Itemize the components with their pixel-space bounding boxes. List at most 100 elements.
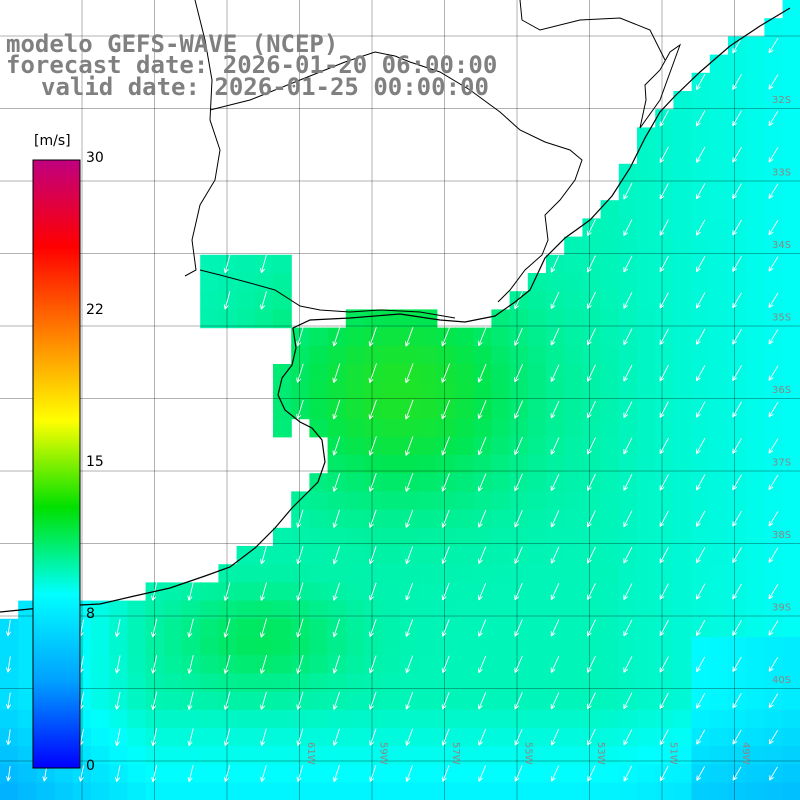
- wind-speed-cell: [728, 527, 747, 547]
- wind-speed-cell: [345, 655, 365, 674]
- wind-speed-cell: [637, 382, 656, 401]
- latitude-label: 33S: [772, 168, 791, 179]
- wind-speed-cell: [145, 782, 165, 800]
- wind-speed-cell: [764, 491, 784, 511]
- wind-vector: [6, 729, 12, 746]
- wind-vector: [477, 509, 487, 528]
- wind-speed-cell: [509, 418, 529, 438]
- wind-vector: [550, 291, 560, 310]
- wind-vector: [260, 765, 267, 783]
- wind-speed-cell: [746, 91, 765, 110]
- wind-speed-cell: [491, 582, 511, 602]
- wind-vector: [441, 765, 450, 782]
- wind-vector: [514, 291, 523, 310]
- wind-speed-cell: [709, 782, 729, 800]
- wind-speed-cell: [564, 546, 583, 565]
- wind-speed-cell: [418, 527, 438, 547]
- wind-speed-cell: [637, 400, 656, 420]
- wind-speed-cell: [709, 709, 729, 729]
- wind-speed-cell: [600, 345, 620, 365]
- wind-speed-cell: [254, 782, 274, 800]
- wind-speed-cell: [418, 491, 438, 511]
- wind-vector: [732, 401, 742, 418]
- wind-speed-cell: [728, 236, 747, 256]
- wind-speed-cell: [618, 564, 638, 583]
- wind-vector: [441, 327, 451, 347]
- wind-speed-cell: [600, 728, 620, 747]
- wind-speed-cell: [218, 273, 238, 292]
- wind-speed-cell: [600, 218, 620, 238]
- wind-speed-cell: [618, 455, 638, 474]
- wind-vector: [260, 728, 267, 746]
- wind-speed-cell: [637, 582, 656, 602]
- wind-speed-cell: [109, 709, 128, 729]
- wind-speed-cell: [364, 455, 383, 474]
- wind-speed-cell: [182, 709, 201, 729]
- wind-speed-cell: [382, 364, 401, 383]
- wind-speed-cell: [473, 746, 492, 765]
- wind-speed-cell: [564, 364, 583, 383]
- wind-speed-cell: [564, 473, 583, 492]
- wind-speed-cell: [364, 600, 383, 620]
- wind-speed-cell: [655, 200, 674, 219]
- wind-speed-cell: [127, 673, 147, 693]
- wind-vector: [478, 728, 487, 746]
- wind-speed-cell: [709, 582, 729, 602]
- wind-speed-cell: [746, 291, 765, 310]
- longitude-label: 53W: [595, 742, 606, 765]
- wind-speed-cell: [163, 709, 183, 729]
- wind-speed-cell: [455, 473, 474, 492]
- wind-speed-cell: [418, 618, 438, 638]
- wind-speed-cell: [691, 455, 711, 474]
- wind-speed-cell: [18, 637, 37, 656]
- wind-speed-cell: [600, 637, 620, 656]
- wind-vector: [768, 547, 779, 563]
- wind-speed-cell: [728, 345, 747, 365]
- wind-speed-cell: [455, 491, 474, 511]
- wind-speed-cell: [455, 509, 474, 529]
- wind-speed-cell: [327, 491, 347, 511]
- wind-speed-cell: [509, 309, 529, 329]
- colorbar-gradient: [32, 159, 81, 769]
- wind-speed-cell: [564, 655, 583, 674]
- wind-speed-cell: [746, 473, 765, 492]
- wind-vector: [369, 655, 377, 674]
- wind-vector: [695, 619, 706, 637]
- wind-speed-cell: [91, 600, 110, 620]
- wind-speed-cell: [764, 709, 784, 729]
- longitude-label: 61W: [305, 742, 316, 765]
- wind-speed-cell: [564, 345, 583, 365]
- wind-speed-cell: [345, 728, 365, 747]
- wind-speed-cell: [527, 527, 547, 547]
- wind-speed-cell: [236, 637, 256, 656]
- wind-vector: [296, 327, 304, 347]
- wind-speed-cell: [673, 364, 693, 383]
- wind-speed-cell: [546, 309, 565, 329]
- wind-vector: [405, 472, 414, 492]
- wind-speed-cell: [527, 309, 547, 329]
- wind-speed-cell: [637, 273, 656, 292]
- wind-vector: [550, 473, 560, 492]
- wind-speed-cell: [145, 600, 165, 620]
- wind-speed-cell: [436, 637, 456, 656]
- wind-speed-cell: [455, 655, 474, 674]
- wind-speed-cell: [345, 546, 365, 565]
- wind-speed-cell: [309, 546, 329, 565]
- wind-speed-cell: [527, 618, 547, 638]
- wind-vector: [369, 728, 377, 746]
- wind-vector: [477, 363, 487, 383]
- wind-vector: [768, 256, 779, 272]
- wind-vector: [404, 363, 414, 384]
- wind-speed-cell: [782, 309, 800, 329]
- wind-speed-cell: [327, 782, 347, 800]
- wind-vector: [6, 765, 12, 782]
- wind-speed-cell: [764, 673, 784, 693]
- coastline: [0, 0, 791, 613]
- wind-speed-cell: [673, 236, 693, 256]
- wind-vector: [114, 765, 121, 782]
- wind-vector: [695, 583, 706, 600]
- wind-speed-cell: [236, 564, 256, 583]
- wind-speed-cell: [200, 582, 219, 602]
- wind-speed-cell: [418, 546, 438, 565]
- wind-speed-cell: [746, 254, 765, 274]
